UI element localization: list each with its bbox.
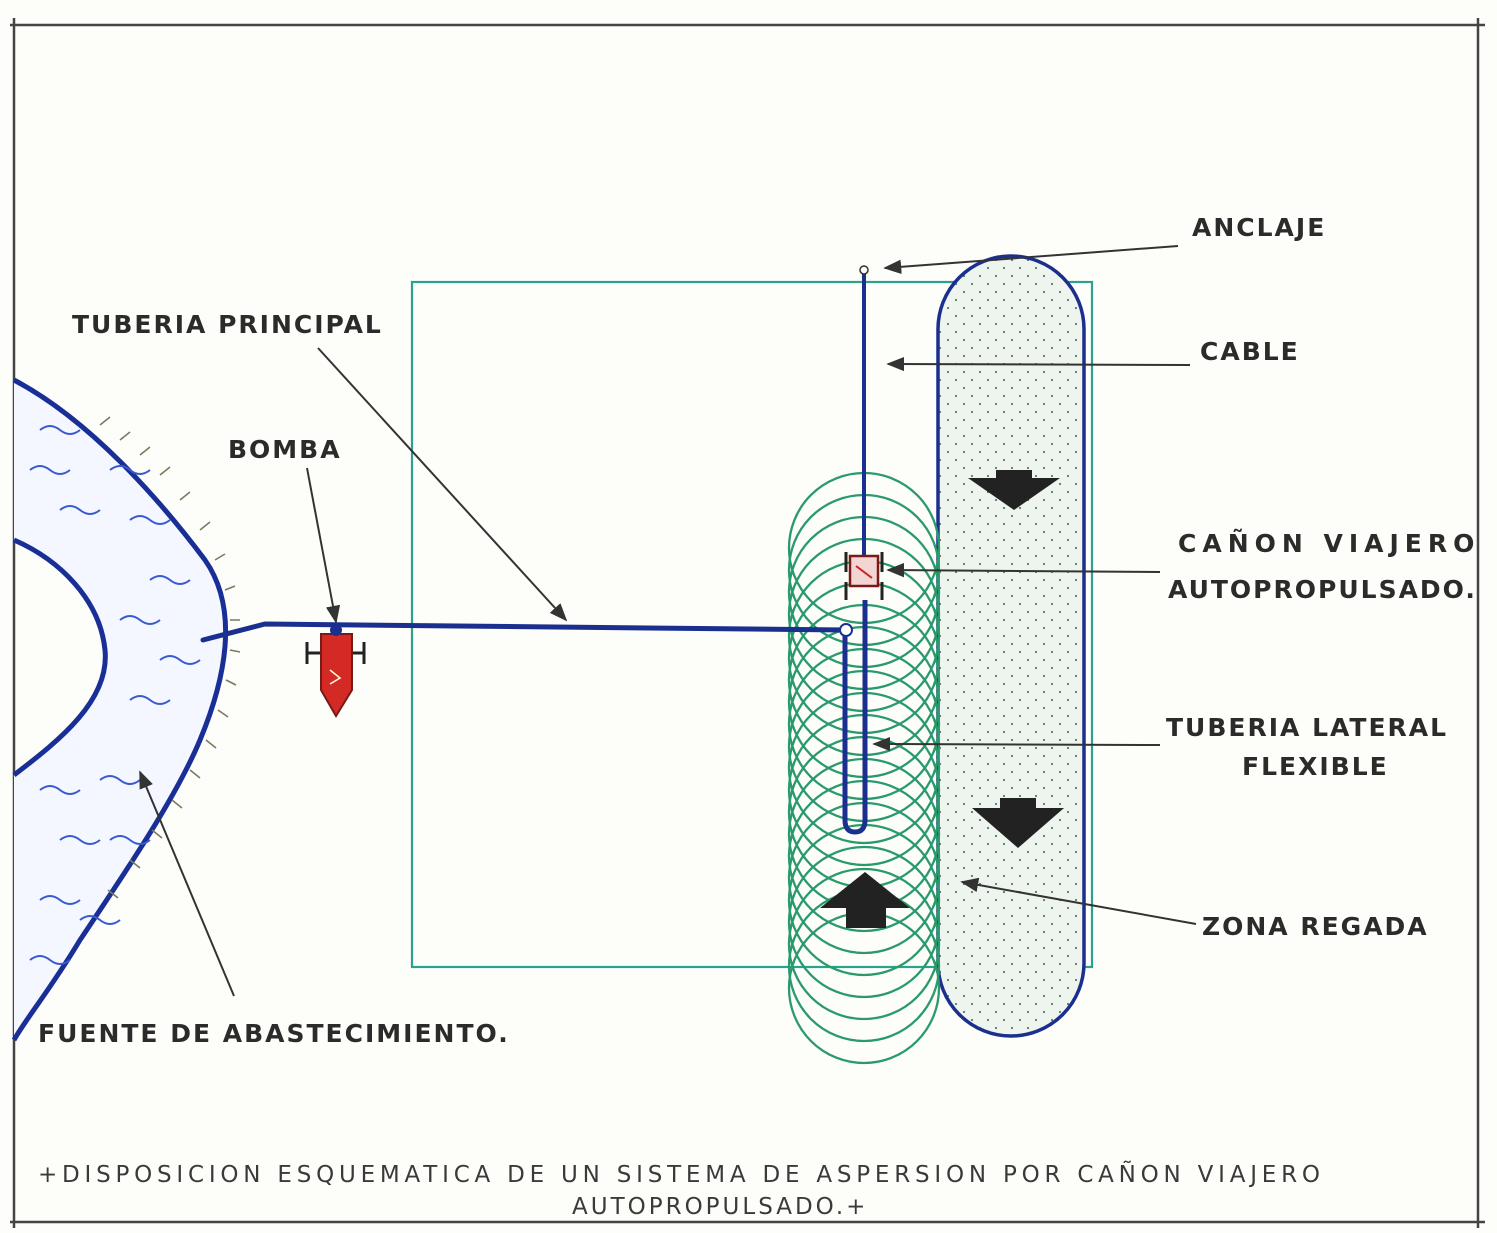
traveler-gun-icon (844, 552, 884, 600)
label-cable: CABLE (1200, 337, 1300, 366)
cable (859, 265, 869, 560)
label-pointers (139, 245, 1197, 997)
spray-circle (787, 867, 941, 1021)
direction-arrow-down (972, 808, 1064, 848)
direction-arrow-down (968, 478, 1060, 510)
main-pipe (200, 621, 848, 643)
figure-caption: +DISPOSICION ESQUEMATICA DE UN SISTEMA D… (38, 1160, 1323, 1220)
label-canon-line2: AUTOPROPULSADO. (1168, 575, 1477, 604)
label-tuberia-lateral-line1: TUBERIA LATERAL (1166, 713, 1448, 742)
page-frame (10, 18, 1485, 1228)
labels: ANCLAJE CABLE TUBERIA PRINCIPAL BOMBA CA… (38, 213, 1480, 1048)
travel-direction-arrow-up (820, 872, 910, 928)
caption-line2: AUTOPROPULSADO.+ (572, 1194, 868, 1220)
pump-icon (305, 624, 366, 718)
spray-circle (787, 845, 941, 999)
label-bomba: BOMBA (228, 435, 342, 464)
irrigated-zone (936, 254, 1086, 1038)
flexible-lateral-hose (839, 600, 868, 835)
water-source (11, 377, 241, 1042)
label-tuberia-principal: TUBERIA PRINCIPAL (72, 310, 383, 339)
caption-line1: +DISPOSICION ESQUEMATICA DE UN SISTEMA D… (38, 1160, 1323, 1188)
label-canon-line1: CAÑON VIAJERO (1178, 529, 1480, 558)
label-tuberia-lateral-line2: FLEXIBLE (1242, 752, 1389, 781)
label-zona-regada: ZONA REGADA (1202, 912, 1429, 941)
label-fuente: FUENTE DE ABASTECIMIENTO. (38, 1019, 510, 1048)
anchor-point (859, 265, 869, 275)
label-anclaje: ANCLAJE (1192, 213, 1326, 242)
